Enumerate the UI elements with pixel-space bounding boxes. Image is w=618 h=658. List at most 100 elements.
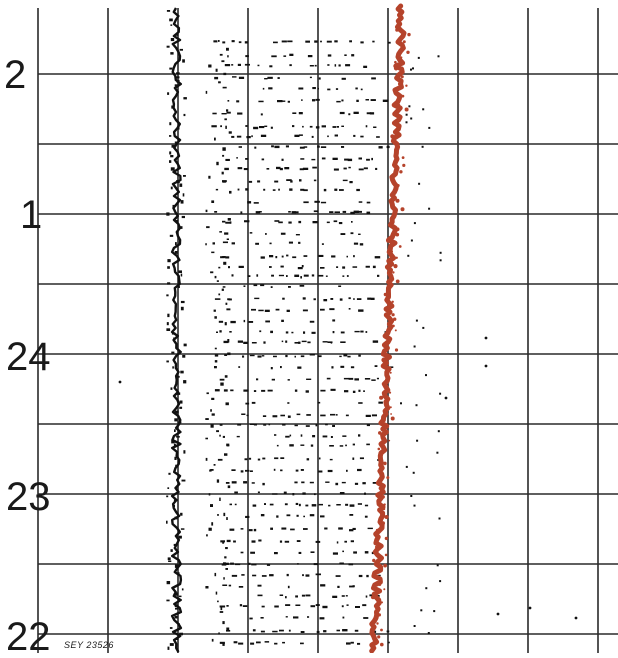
black-trace-speck <box>169 151 172 155</box>
black-trace-speck <box>166 360 169 363</box>
activity-dot <box>369 594 374 597</box>
activity-dot <box>243 481 248 484</box>
activity-dot <box>348 113 351 116</box>
activity-dot <box>270 367 273 370</box>
activity-dot <box>237 167 243 170</box>
activity-dot <box>214 316 217 319</box>
black-trace-speck <box>180 200 184 204</box>
activity-dot <box>276 515 279 518</box>
activity-dot <box>218 81 221 84</box>
red-trace-speck <box>400 207 405 212</box>
activity-dot <box>244 220 250 223</box>
activity-dot <box>287 40 293 43</box>
activity-dot <box>303 528 308 530</box>
activity-dot <box>288 211 291 213</box>
black-trace-speck <box>167 646 170 650</box>
activity-dot <box>285 340 288 343</box>
activity-dot <box>360 88 363 91</box>
black-trace-speck <box>180 370 184 374</box>
activity-dot <box>295 234 300 236</box>
black-trace-speck <box>178 595 182 598</box>
activity-dot <box>365 595 368 598</box>
black-trace-speck <box>178 421 182 424</box>
red-trace-speck <box>392 324 395 328</box>
activity-dot <box>342 629 348 632</box>
activity-dot <box>303 189 308 192</box>
activity-dot <box>266 564 271 566</box>
activity-dot <box>341 605 344 608</box>
activity-dot <box>273 468 276 471</box>
activity-dot <box>231 135 235 138</box>
activity-dot <box>306 458 310 461</box>
red-trace-speck <box>396 127 401 132</box>
activity-dot <box>334 134 338 137</box>
black-trace-speck <box>174 418 178 422</box>
activity-dot <box>300 434 303 437</box>
red-trace-speck <box>381 521 385 526</box>
activity-dot <box>257 584 262 587</box>
activity-dot <box>353 242 359 245</box>
activity-dot <box>358 354 361 357</box>
activity-dot <box>289 434 292 437</box>
activity-dot <box>243 319 246 323</box>
activity-dot <box>251 540 256 543</box>
black-trace-speck <box>168 472 171 475</box>
activity-dot <box>338 64 341 67</box>
activity-dot <box>260 630 265 633</box>
activity-dot <box>224 453 228 456</box>
red-trace-speck <box>394 60 397 64</box>
activity-dot <box>214 275 217 279</box>
activity-dot <box>234 503 237 506</box>
activity-dot <box>351 54 355 57</box>
activity-dot <box>354 330 360 333</box>
activity-dot <box>291 331 294 334</box>
activity-dot <box>285 145 289 148</box>
red-trace-speck <box>377 613 381 617</box>
activity-dot <box>222 643 225 646</box>
activity-dot <box>330 298 334 300</box>
activity-dot <box>211 413 215 416</box>
activity-dot <box>251 308 256 311</box>
activity-dot <box>243 285 246 287</box>
activity-dot <box>237 188 240 191</box>
activity-dot <box>220 125 222 128</box>
activity-dot <box>355 87 358 90</box>
activity-dot <box>335 88 339 90</box>
activity-dot <box>299 146 305 149</box>
activity-dot <box>289 64 292 67</box>
activity-dot <box>270 330 273 334</box>
red-trace-speck <box>393 317 397 321</box>
red-trace-speck <box>394 348 399 352</box>
activity-dot <box>262 415 267 417</box>
red-trace-speck <box>381 352 385 357</box>
activity-dot <box>230 562 234 565</box>
activity-dot <box>253 423 257 426</box>
activity-dot <box>269 65 273 68</box>
activity-dot <box>336 504 341 506</box>
activity-dot <box>302 125 304 128</box>
activity-dot <box>252 504 257 507</box>
activity-dot <box>226 630 231 632</box>
activity-dot <box>210 504 213 507</box>
activity-dot <box>342 616 345 619</box>
activity-dot <box>323 188 327 192</box>
activity-dot <box>260 514 265 517</box>
activity-dot <box>256 378 259 381</box>
red-trace-speck <box>378 582 382 587</box>
black-trace-speck <box>167 557 171 561</box>
activity-dot <box>245 469 250 472</box>
activity-dot <box>439 251 442 254</box>
black-trace-speck <box>180 273 183 277</box>
activity-dot <box>372 482 377 484</box>
activity-dot <box>219 231 222 233</box>
activity-dot <box>358 233 361 235</box>
activity-dot <box>296 514 299 517</box>
black-trace-line <box>170 7 183 653</box>
activity-dot <box>436 564 439 567</box>
dot-marks-layer <box>118 40 578 646</box>
activity-dot <box>208 527 212 531</box>
activity-dot <box>371 551 374 555</box>
activity-dot <box>306 414 311 416</box>
activity-dot <box>334 40 338 43</box>
activity-dot <box>410 68 412 71</box>
